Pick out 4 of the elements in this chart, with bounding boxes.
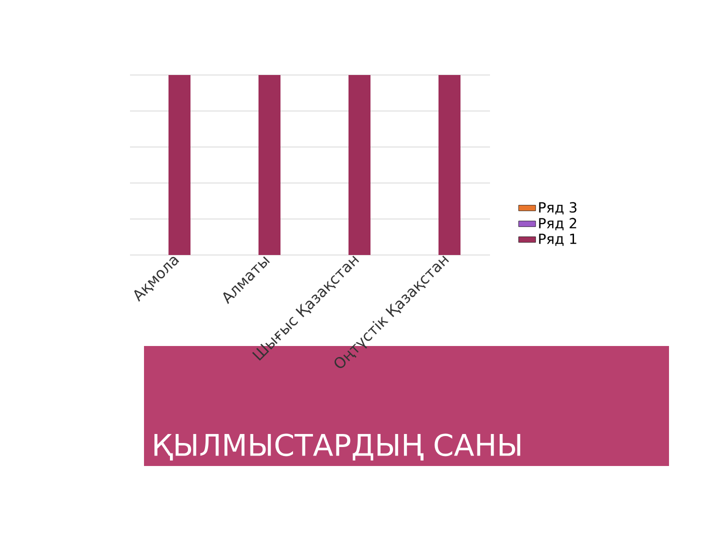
legend-label: Ряд 3 — [539, 202, 576, 214]
legend-label: Ряд 2 — [539, 218, 576, 230]
legend-label: Ряд 1 — [539, 234, 576, 246]
text: ҚЫЛМЫСТАРДЫҢ САНЫ — [154, 434, 520, 460]
